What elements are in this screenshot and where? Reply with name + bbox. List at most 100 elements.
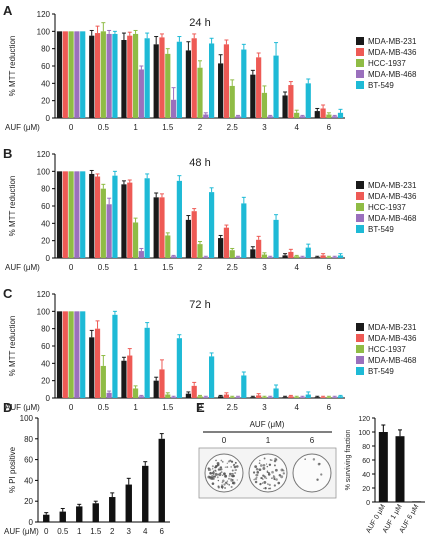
bar-hcc-1937-2.5 [229,397,235,398]
colony-dot [231,469,234,472]
colony-dot [233,463,236,466]
legend-label: HCC-1937 [368,345,406,354]
y-tick-label: 60 [41,342,50,351]
bar-surviving-fraction [412,501,422,502]
colony-dot [265,477,268,480]
y-tick-label: 60 [24,456,33,465]
colony-dot [262,467,266,470]
bar-mda-mb-436-2.5 [223,227,230,258]
bar-value-4 [142,465,149,522]
legend-swatch-bt-549 [356,81,364,89]
colony-dot [211,471,215,475]
x-tick-label: 1.5 [162,123,174,132]
colony-dot [273,459,277,463]
bar-mda-mb-231-2.5 [218,238,224,258]
colony-dot [271,477,273,480]
colony-dot [230,460,234,463]
colony-dot [211,465,214,468]
colony-dot [267,473,271,476]
bar-mda-mb-436-4 [288,85,294,118]
y-tick-label: 0 [46,254,51,263]
y-tick-label: 20 [24,497,33,506]
y-tick-label: 0 [46,394,51,403]
colony-dot [230,466,232,468]
bar-mda-mb-231-4 [282,95,288,118]
panel-label-b: B [3,146,12,161]
legend-swatch-hcc-1937 [356,59,364,67]
colony-dot [317,462,321,466]
y-tick-label: 100 [37,167,51,176]
y-tick-label: 0 [29,518,34,527]
colony-dot [207,467,210,470]
y-axis-label: % MTT reduction [8,36,17,97]
colony-dot [254,477,258,481]
bar-value-1 [76,506,83,522]
bar-hcc-1937-1 [132,33,139,118]
colony-dot [223,472,226,476]
legend-label: BT-549 [368,225,394,234]
bar-hcc-1937-3 [261,92,268,118]
y-tick-label: 120 [37,290,51,299]
bar-mda-mb-231-1.5 [153,197,159,258]
colony-dot [224,481,228,485]
y-tick-label: 80 [41,325,50,334]
legend-swatch-bt-549 [356,367,364,375]
legend-label: BT-549 [368,367,394,376]
legend-swatch-mda-mb-436 [356,192,364,200]
colony-dot [220,485,224,489]
colony-dot [273,478,276,481]
bar-bt-549-0.5 [112,33,118,118]
chart-48h: 0 20 40 60 80 100 120 % MTT reduction 48 h 0 0.5 1 1… [5,150,417,272]
colony-dot [316,478,319,481]
colony-dot [235,469,238,471]
bar-value-6 [158,438,165,522]
legend-label: MDA-MB-231 [368,37,417,46]
bar-value-3 [125,484,132,522]
bar-mda-mb-436-1.5 [159,369,165,398]
x-tick-label: 2.5 [227,403,239,412]
bar-bt-549-0 [80,31,86,118]
colony-dot [236,479,238,481]
legend-label: MDA-MB-231 [368,181,417,190]
x-axis-label: AUF (μM) [5,263,40,272]
bar-value-1.5 [92,503,99,522]
x-tick-label: 2.5 [227,123,239,132]
colony-dot [228,484,231,486]
bar-bt-549-2 [209,43,215,118]
colony-dot [268,463,272,466]
bar-mda-mb-231-4 [282,397,288,398]
bar-hcc-1937-3 [261,254,268,258]
colony-dot [208,476,211,479]
colony-dot [211,474,214,478]
legend-label: MDA-MB-436 [368,192,417,201]
x-tick-label: 1 [133,263,138,272]
y-tick-label: 100 [20,414,34,423]
x-tick-label: 0 [69,123,74,132]
colony-dot [220,459,223,462]
bar-mda-mb-436-4 [288,251,294,258]
colony-dot [264,476,267,479]
bar-bt-549-4 [305,247,311,258]
panel-label-a: A [3,3,13,18]
colony-dot [226,480,229,482]
legend-swatch-hcc-1937 [356,203,364,211]
colony-dot [226,483,229,485]
y-axis-label: % MTT reduction [8,316,17,377]
x-tick-label: 3 [262,123,267,132]
colony-dot [259,482,262,486]
colony-dot [260,476,263,480]
colony-dot [282,472,285,475]
bar-mda-mb-468-2.5 [235,257,241,258]
bar-bt-549-3 [273,388,279,398]
chart-title: 72 h [189,299,210,311]
legend-label: MDA-MB-468 [368,70,417,79]
y-tick-label: 20 [41,97,50,106]
y-axis-label: % MTT reduction [8,176,17,237]
bar-mda-mb-436-0 [62,311,68,398]
colony-dot [264,487,267,490]
colony-dot [258,459,261,462]
x-axis-label: AUF (μM) [5,123,40,132]
colony-dot [219,466,222,469]
y-tick-label: 60 [362,458,370,465]
bar-mda-mb-436-0.5 [94,33,101,118]
